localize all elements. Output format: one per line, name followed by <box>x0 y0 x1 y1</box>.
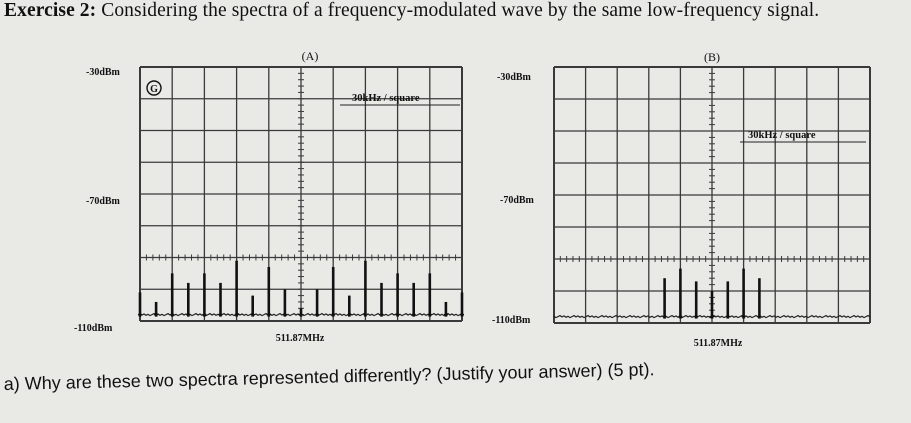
exercise-number: Exercise 2: <box>4 0 97 21</box>
exercise-statement: Considering the spectra of a frequency-m… <box>96 0 820 21</box>
marker-letter: G <box>150 84 158 95</box>
panel-label: (B) <box>704 50 720 64</box>
scale-label: 30kHz / square <box>352 93 420 104</box>
spectrum-a: (A) 30kHz / square -30dBm -70dBm -110dBm 511.… <box>74 49 464 344</box>
marker-circle <box>146 80 162 96</box>
panel-label: (A) <box>302 49 319 63</box>
center-frequency-label: 511.87MHz <box>694 338 743 349</box>
y-tick-label: -110dBm <box>492 315 531 326</box>
y-tick-label: -70dBm <box>500 195 535 206</box>
y-tick-label: -70dBm <box>86 196 121 207</box>
exercise-title: Exercise 2: Considering the spectra of a… <box>4 0 819 22</box>
y-tick-label: -30dBm <box>497 72 532 83</box>
center-frequency-label: 511.87MHz <box>276 333 325 344</box>
y-tick-label: -110dBm <box>74 323 113 334</box>
scale-label: 30kHz / square <box>748 130 816 141</box>
spectrum-b: (B) 30kHz / square -30dBm -70dBm -110dBm 511.… <box>492 50 871 349</box>
y-tick-label: -30dBm <box>86 67 121 78</box>
